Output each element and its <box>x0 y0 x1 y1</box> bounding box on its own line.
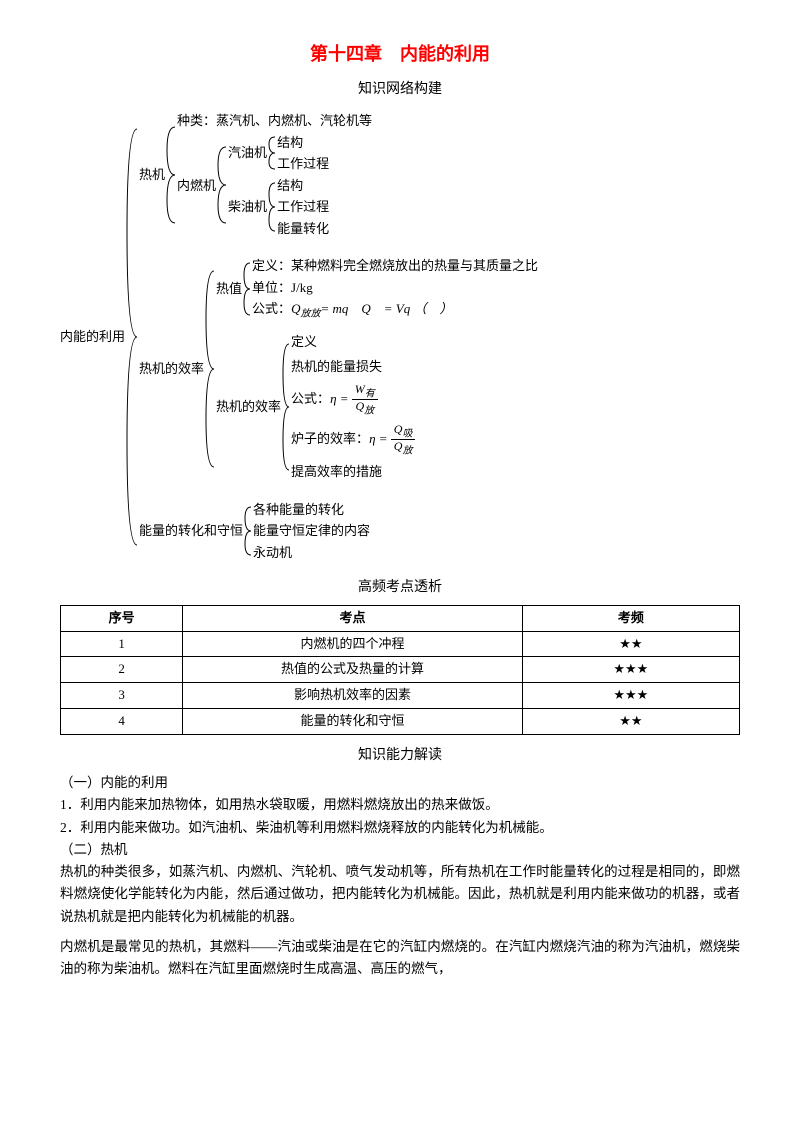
section-exam-points: 高频考点透析 <box>60 577 740 599</box>
th-freq: 考频 <box>522 605 739 631</box>
tree-efficiency: 热机的效率 <box>139 359 204 379</box>
section-knowledge-network: 知识网络构建 <box>60 79 740 101</box>
exam-points-table: 序号 考点 考频 1 内燃机的四个冲程 ★★ 2 热值的公式及热量的计算 ★★★… <box>60 605 740 735</box>
para-2: 2．利用内能来做功。如汽油机、柴油机等利用燃料燃烧释放的内能转化为机械能。 <box>60 817 740 839</box>
tree-eff-def: 定义 <box>291 332 415 352</box>
th-num: 序号 <box>61 605 183 631</box>
tree-gasoline: 汽油机 <box>228 143 267 163</box>
tree-eff-improve: 提高效率的措施 <box>291 462 415 482</box>
tree-diesel: 柴油机 <box>228 197 267 217</box>
knowledge-tree: 内能的利用 热机 种类：蒸汽机、内燃机、汽轮机等 内燃机 汽油机 <box>60 111 740 562</box>
tree-heat-value: 热值 <box>216 279 242 299</box>
tree-heatval-formula: 公式：Q放放= mq Q = Vq （ ） <box>252 299 538 322</box>
th-point: 考点 <box>183 605 523 631</box>
tree-diesel-structure: 结构 <box>277 176 329 196</box>
tree-gas-process: 工作过程 <box>277 154 329 174</box>
table-row: 1 内燃机的四个冲程 ★★ <box>61 631 740 657</box>
tree-root: 内能的利用 <box>60 327 125 347</box>
tree-gas-structure: 结构 <box>277 133 329 153</box>
tree-conservation-law: 能量守恒定律的内容 <box>253 521 370 541</box>
tree-heatval-unit: 单位：J/kg <box>252 278 538 298</box>
para-3: 热机的种类很多，如蒸汽机、内燃机、汽轮机、喷气发动机等，所有热机在工作时能量转化… <box>60 861 740 928</box>
tree-eff-loss: 热机的能量损失 <box>291 357 415 377</box>
tree-conservation: 能量的转化和守恒 <box>139 521 243 541</box>
chapter-title: 第十四章 内能的利用 <box>60 40 740 69</box>
tree-energy-convert: 各种能量的转化 <box>253 500 370 520</box>
tree-diesel-process: 工作过程 <box>277 197 329 217</box>
tree-eff-furnace: 炉子的效率：η = Q吸Q放 <box>291 423 415 457</box>
section-ability: 知识能力解读 <box>60 745 740 767</box>
tree-types: 种类：蒸汽机、内燃机、汽轮机等 <box>177 111 372 131</box>
para-4: 内燃机是最常见的热机，其燃料——汽油或柴油是在它的汽缸内燃烧的。在汽缸内燃烧汽油… <box>60 936 740 981</box>
table-row: 2 热值的公式及热量的计算 ★★★ <box>61 657 740 683</box>
para-1: 1．利用内能来加热物体，如用热水袋取暖，用燃料燃烧放出的热来做饭。 <box>60 794 740 816</box>
tree-eff-formula: 公式：η = W有Q放 <box>291 383 415 417</box>
tree-heat-engine: 热机 <box>139 165 165 185</box>
table-row: 3 影响热机效率的因素 ★★★ <box>61 683 740 709</box>
tree-eff-inner: 热机的效率 <box>216 397 281 417</box>
body-content: （一）内能的利用 1．利用内能来加热物体，如用热水袋取暖，用燃料燃烧放出的热来做… <box>60 772 740 980</box>
tree-perpetual: 永动机 <box>253 543 370 563</box>
heading-1: （一）内能的利用 <box>60 772 740 794</box>
tree-diesel-energy: 能量转化 <box>277 219 329 239</box>
heading-2: （二）热机 <box>60 839 740 861</box>
tree-heatval-def: 定义：某种燃料完全燃烧放出的热量与其质量之比 <box>252 256 538 276</box>
table-row: 4 能量的转化和守恒 ★★ <box>61 708 740 734</box>
tree-internal-combustion: 内燃机 <box>177 176 216 196</box>
